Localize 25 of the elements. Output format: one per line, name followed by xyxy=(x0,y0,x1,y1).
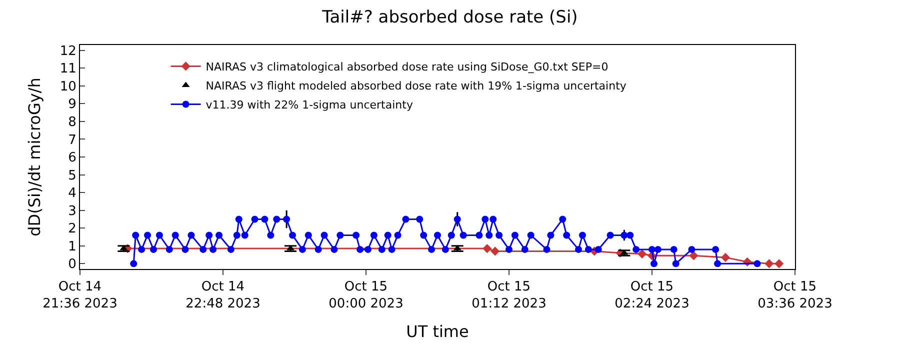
chart-title: Tail#? absorbed dose rate (Si) xyxy=(321,7,578,28)
x-tick-label: Oct 14 22:48 2023 xyxy=(186,280,260,312)
legend-label: NAIRAS v3 flight modeled absorbed dose rate with 19% 1-sigma uncertainty xyxy=(206,80,627,93)
y-tick-label: 11 xyxy=(60,62,76,77)
y-tick-label: 4 xyxy=(68,186,76,202)
x-tick-label: Oct 15 00:00 2023 xyxy=(328,280,404,312)
y-tick-label: 6 xyxy=(68,150,76,166)
y-tick-label: 9 xyxy=(68,97,76,112)
y-tick-label: 10 xyxy=(60,79,76,94)
y-axis-title: dD(Si)/dt microGy/h xyxy=(24,78,44,236)
y-tick-label: 8 xyxy=(68,114,76,130)
x-tick-label: Oct 14 21:36 2023 xyxy=(42,280,118,312)
x-tick-label: Oct 15 03:36 2023 xyxy=(758,280,832,312)
y-tick-label: 0 xyxy=(68,257,76,272)
x-tick-label: Oct 15 01:12 2023 xyxy=(472,280,546,312)
x-tick-label: Oct 15 02:24 2023 xyxy=(614,280,690,312)
y-tick-label: 1 xyxy=(68,239,76,254)
y-tick-label: 3 xyxy=(68,204,76,219)
y-tick-label: 5 xyxy=(68,168,76,184)
legend-label: NAIRAS v3 climatological absorbed dose rate using SiDose_G0.txt SEP=0 xyxy=(206,60,608,74)
y-tick-label: 2 xyxy=(68,222,76,237)
y-tick-label: 12 xyxy=(60,44,76,59)
x-axis-title: UT time xyxy=(406,322,469,342)
y-tick-label: 7 xyxy=(68,132,76,148)
legend-label: v11.39 with 22% 1-sigma uncertainty xyxy=(206,98,414,112)
